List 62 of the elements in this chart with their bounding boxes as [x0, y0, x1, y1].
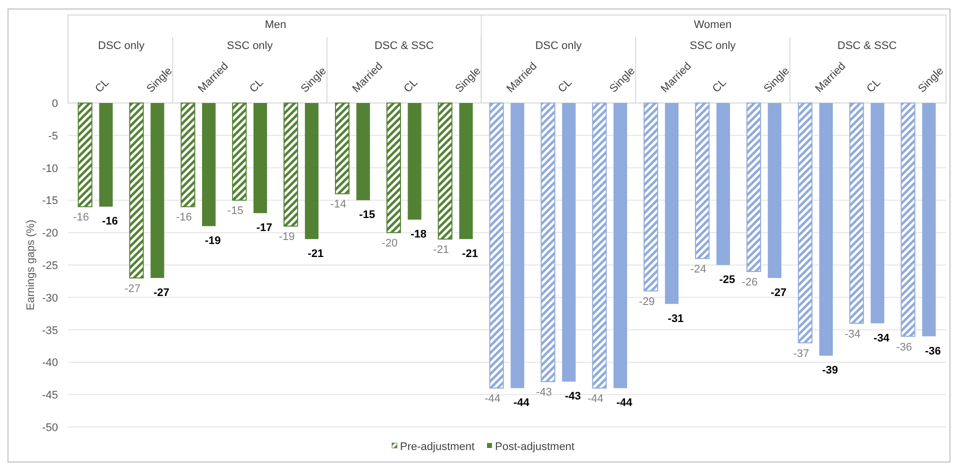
x-tick-label: CL [864, 76, 884, 96]
data-label: -34 [844, 328, 861, 340]
data-label: -21 [462, 248, 478, 260]
data-label: -44 [587, 393, 604, 406]
data-label: -43 [536, 386, 552, 399]
y-tick-label: -45 [42, 390, 58, 402]
text: DSC & SSC [374, 40, 434, 52]
y-tick-label: -10 [42, 162, 58, 175]
x-tick-label: CL [247, 76, 266, 96]
data-label: -43 [564, 390, 581, 403]
y-tick-label: -40 [42, 357, 58, 370]
data-label: -34 [874, 332, 890, 344]
data-label: -25 [719, 274, 736, 286]
text: Men [264, 19, 286, 31]
data-label: -16 [102, 216, 118, 228]
data-label: -31 [668, 312, 684, 325]
data-label: -26 [742, 276, 758, 288]
x-tick-label: CL [402, 76, 420, 96]
x-tick-label: CL [556, 76, 574, 96]
data-label: -19 [204, 235, 221, 248]
data-label: -15 [359, 209, 376, 222]
data-label: -39 [822, 364, 838, 377]
text: SSC only [690, 40, 736, 52]
legend-label: Pre-adjustment [400, 441, 475, 453]
text: DSC only [98, 40, 145, 52]
data-label: -44 [616, 397, 634, 410]
y-tick-label: -50 [42, 422, 58, 434]
data-label: -27 [770, 286, 787, 299]
legend-label: Post-adjustment [495, 441, 574, 453]
data-label: -16 [176, 212, 192, 224]
y-tick-label: -15 [42, 195, 58, 208]
data-label: -20 [382, 238, 398, 250]
data-label: -27 [153, 286, 170, 299]
data-label: -44 [513, 397, 530, 410]
y-tick-label: -30 [42, 292, 58, 304]
data-label: -44 [484, 393, 501, 406]
data-label: -19 [278, 231, 295, 244]
data-label: -21 [308, 248, 324, 260]
data-label: -16 [73, 212, 90, 224]
x-tick-label: CL [93, 76, 112, 96]
x-tick-label: CL [710, 76, 729, 96]
text: DSC only [535, 40, 582, 52]
y-tick-label: 0 [52, 98, 58, 110]
data-label: -15 [227, 205, 244, 218]
data-label: -29 [638, 296, 655, 308]
data-label: -24 [690, 264, 706, 276]
text: DSC & SSC [837, 40, 897, 52]
data-label: -27 [124, 282, 140, 295]
data-label: -37 [793, 348, 810, 360]
y-axis-title: Earnings gaps (%) [25, 220, 37, 310]
data-label: -36 [896, 341, 912, 354]
text: Women [694, 19, 732, 31]
data-label: -21 [433, 244, 450, 256]
y-tick-label: -5 [48, 130, 58, 142]
y-tick-label: -25 [42, 260, 58, 272]
y-tick-label: -35 [42, 324, 58, 337]
data-label: -14 [330, 198, 346, 211]
data-label: -18 [410, 228, 427, 241]
text: SSC only [226, 40, 274, 52]
data-label: -36 [924, 345, 941, 358]
data-label: -17 [256, 222, 272, 234]
y-tick-label: -20 [42, 228, 58, 240]
